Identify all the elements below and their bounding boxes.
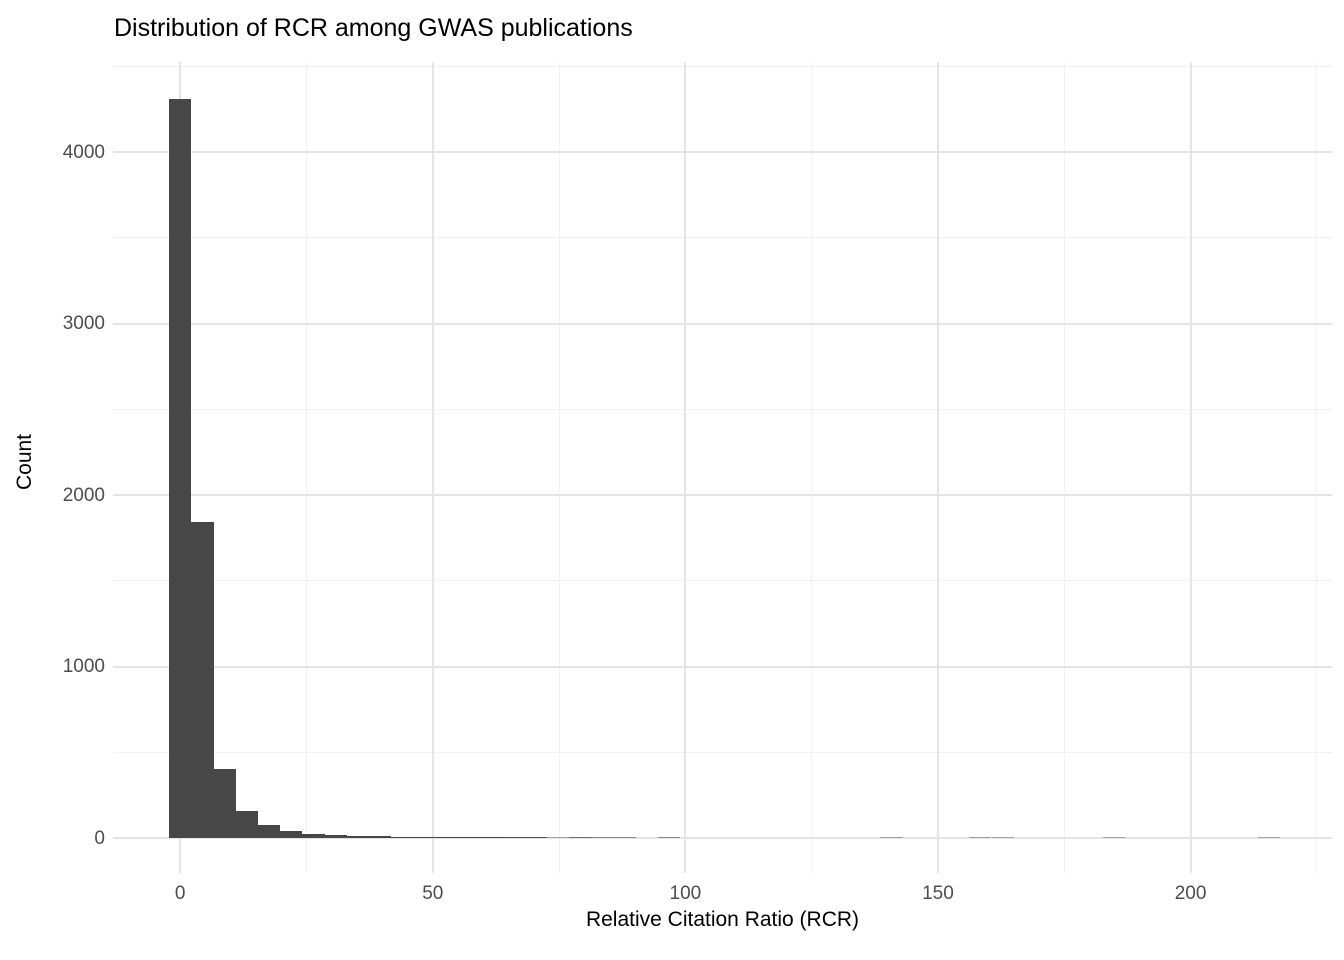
- histogram-bar: [235, 811, 258, 838]
- plot-panel: [113, 62, 1332, 873]
- x-tick-label: 150: [922, 883, 954, 904]
- gridline-minor-y: [113, 408, 1332, 410]
- gridline-minor-x: [811, 62, 813, 873]
- gridline-minor-x: [1316, 62, 1318, 873]
- histogram-bar: [524, 837, 547, 839]
- histogram-bar: [435, 836, 459, 838]
- histogram-bar: [413, 836, 436, 838]
- gridline-major-y: [113, 494, 1332, 497]
- histogram-bar: [546, 837, 570, 839]
- histogram-bar: [324, 835, 347, 838]
- histogram-bar: [458, 837, 481, 839]
- x-tick-label: 50: [422, 883, 444, 904]
- histogram-bar: [613, 837, 636, 839]
- x-tick-label: 200: [1174, 883, 1207, 904]
- gridline-major-x: [684, 62, 687, 873]
- histogram-bar: [569, 837, 592, 839]
- gridline-major-y: [113, 837, 1332, 840]
- gridline-minor-y: [113, 65, 1332, 67]
- histogram-bar: [658, 837, 681, 839]
- gridline-major-y: [113, 665, 1332, 668]
- histogram-bar: [169, 99, 192, 839]
- y-tick-label: 3000: [62, 313, 105, 335]
- histogram-bar: [391, 836, 414, 838]
- histogram-bar: [591, 837, 614, 839]
- gridline-minor-y: [113, 751, 1332, 753]
- y-tick-label: 1000: [62, 656, 105, 678]
- gridline-minor-x: [1063, 62, 1065, 873]
- histogram-bar: [880, 837, 903, 839]
- y-tick-label: 0: [94, 827, 105, 849]
- histogram-bar: [369, 836, 392, 838]
- histogram-bar: [969, 837, 992, 839]
- gridline-major-x: [1189, 62, 1192, 873]
- histogram-bar: [502, 837, 525, 839]
- chart-title: Distribution of RCR among GWAS publicati…: [114, 14, 633, 42]
- histogram-bar: [191, 521, 214, 838]
- histogram-bar: [346, 835, 370, 838]
- histogram-bar: [257, 825, 281, 839]
- gridline-major-x: [431, 62, 434, 873]
- histogram-bar: [991, 837, 1014, 839]
- gridline-minor-y: [113, 237, 1332, 239]
- gridline-major-y: [113, 322, 1332, 325]
- histogram-bar: [480, 837, 503, 839]
- gridline-minor-y: [113, 580, 1332, 582]
- histogram-bar: [280, 830, 303, 838]
- y-tick-label: 4000: [62, 141, 105, 163]
- histogram-bar: [1102, 837, 1125, 839]
- y-tick-label: 2000: [62, 484, 105, 506]
- x-axis-title: Relative Citation Ratio (RCR): [585, 908, 860, 931]
- x-tick-label: 100: [669, 883, 702, 904]
- x-tick-label: 0: [174, 883, 186, 904]
- y-axis-title: Count: [13, 433, 36, 491]
- histogram-bar: [213, 769, 236, 839]
- gridline-minor-x: [305, 62, 307, 873]
- histogram-bar: [302, 833, 325, 839]
- gridline-major-y: [113, 151, 1332, 154]
- gridline-major-x: [936, 62, 939, 873]
- gridline-minor-x: [558, 62, 560, 873]
- histogram-bar: [1258, 837, 1281, 839]
